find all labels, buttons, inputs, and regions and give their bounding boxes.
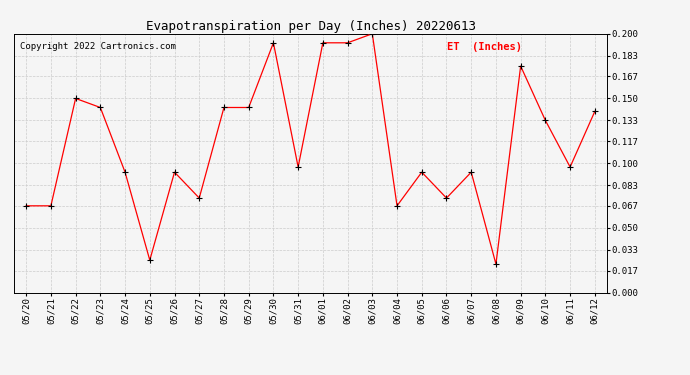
Title: Evapotranspiration per Day (Inches) 20220613: Evapotranspiration per Day (Inches) 2022… — [146, 20, 475, 33]
Text: ET  (Inches): ET (Inches) — [447, 42, 522, 51]
Text: Copyright 2022 Cartronics.com: Copyright 2022 Cartronics.com — [20, 42, 176, 51]
